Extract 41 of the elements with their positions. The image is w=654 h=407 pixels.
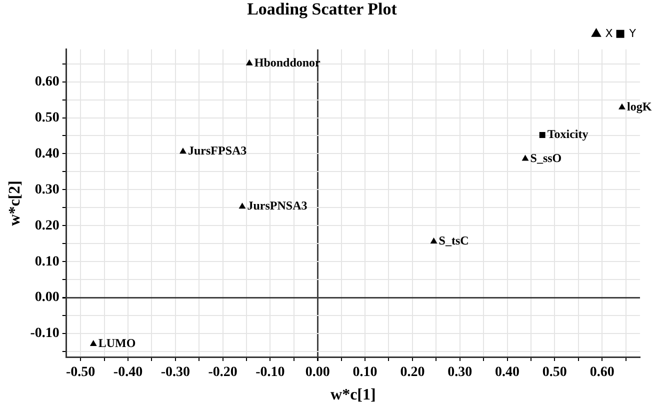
x-tick-label: -0.50 — [66, 365, 96, 380]
y-tick-label: 0.50 — [34, 110, 60, 126]
y-tick-label: 0.10 — [34, 254, 60, 270]
x-tick-label: 0.30 — [448, 365, 472, 380]
legend-label: Y — [628, 26, 636, 40]
x-tick-label: -0.30 — [160, 365, 190, 380]
y-tick-label: -0.10 — [30, 326, 60, 342]
point — [539, 132, 546, 138]
point — [180, 148, 186, 154]
y-tick-label: 0.40 — [34, 146, 60, 162]
y-tick-label: 0.30 — [34, 182, 60, 198]
annotation: Hbonddonor — [254, 56, 322, 70]
y-tick-label: 0.60 — [34, 74, 60, 90]
point — [246, 60, 252, 66]
x-tick-label: 0.60 — [590, 365, 614, 380]
x-tick-label: -0.10 — [256, 365, 285, 380]
annotation: JursFPSA3 — [188, 144, 247, 158]
annotation: LUMO — [98, 336, 136, 350]
y-tick-label: 0.20 — [34, 218, 60, 234]
x-tick-label: 0.10 — [352, 365, 378, 380]
annotation: S_tsC — [438, 234, 469, 248]
annotation: S_ssO — [530, 150, 562, 165]
x-axis-title: w*c[1] — [330, 386, 376, 404]
point — [618, 104, 626, 110]
x-tick-label: -0.40 — [113, 365, 143, 380]
point — [239, 203, 246, 209]
y-tick-label: 0.00 — [34, 290, 60, 306]
x-tick-label: -0.20 — [208, 365, 238, 380]
point — [90, 340, 96, 346]
point — [430, 238, 437, 244]
point — [522, 155, 528, 161]
annotation: Toxicity — [547, 127, 588, 142]
x-tick-label: 0.00 — [305, 365, 330, 380]
x-tick-label: 0.20 — [400, 365, 425, 380]
annotation: logK — [626, 99, 652, 114]
legend-label: X — [605, 26, 614, 40]
chart-title: Loading Scatter Plot — [247, 0, 398, 19]
x-tick-label: 0.50 — [542, 365, 567, 380]
y-axis-title: w*c[2] — [6, 180, 24, 226]
annotation: JursPNSA3 — [247, 198, 308, 213]
x-tick-label: 0.40 — [495, 365, 520, 380]
